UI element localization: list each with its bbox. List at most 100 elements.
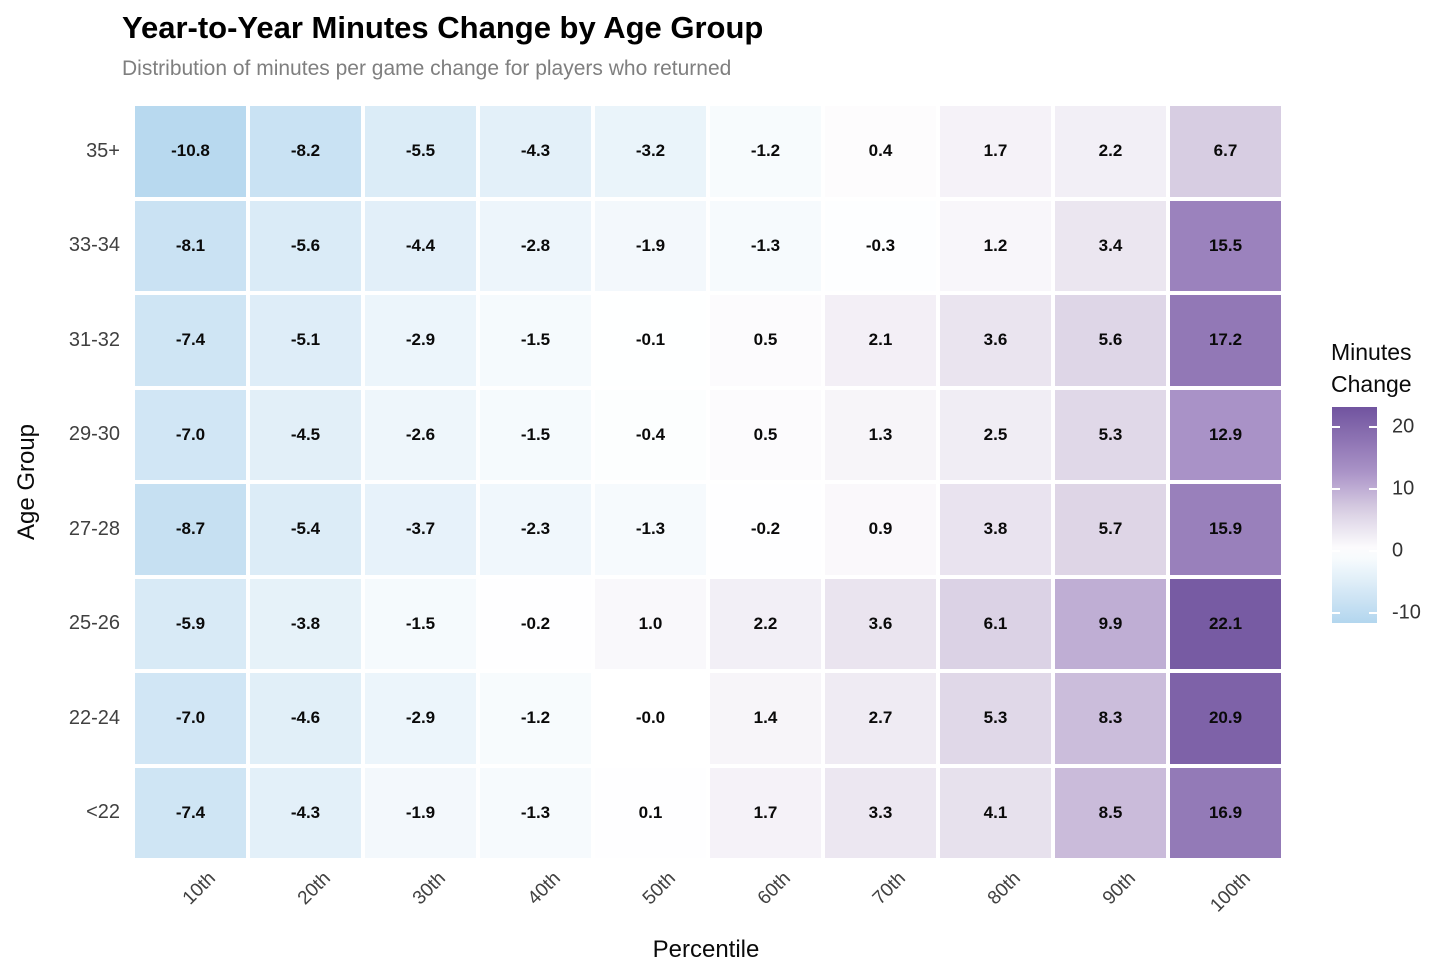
heatmap-cell: -0.1 bbox=[595, 295, 706, 386]
legend-tick-label: 20 bbox=[1392, 415, 1415, 438]
heatmap-cell: -0.3 bbox=[825, 200, 936, 291]
heatmap-cell: -2.9 bbox=[365, 295, 476, 386]
heatmap-cell: 3.3 bbox=[825, 767, 936, 858]
heatmap-cell: 3.4 bbox=[1055, 200, 1166, 291]
heatmap-cell: -4.3 bbox=[250, 767, 361, 858]
heatmap-cell: 2.7 bbox=[825, 673, 936, 764]
legend-tick-mark bbox=[1332, 612, 1340, 615]
heatmap-cell: 17.2 bbox=[1170, 295, 1281, 386]
heatmap-cell: -4.4 bbox=[365, 200, 476, 291]
heatmap-cell: 0.4 bbox=[825, 106, 936, 197]
heatmap-cell: -4.6 bbox=[250, 673, 361, 764]
heatmap-cell: -10.8 bbox=[135, 106, 246, 197]
heatmap-cell: 15.5 bbox=[1170, 200, 1281, 291]
heatmap-cell: -3.8 bbox=[250, 578, 361, 669]
heatmap-cell: -3.7 bbox=[365, 484, 476, 575]
heatmap-cell: 2.5 bbox=[940, 389, 1051, 480]
y-axis-tick-label: <22 bbox=[86, 801, 120, 824]
heatmap-cell: 5.3 bbox=[940, 673, 1051, 764]
y-axis-tick-label: 25-26 bbox=[68, 612, 120, 635]
heatmap-cell: -1.5 bbox=[365, 578, 476, 669]
heatmap-cell: -2.6 bbox=[365, 389, 476, 480]
heatmap-cell: 5.3 bbox=[1055, 389, 1166, 480]
heatmap-cell: -7.0 bbox=[135, 673, 246, 764]
heatmap-grid: -10.8 -8.2 -5.5 -4.3 -3.2 -1.2 0.4 1.7 2.2 6.7 -8.… bbox=[135, 106, 1281, 858]
heatmap-cell: 1.2 bbox=[940, 200, 1051, 291]
heatmap-cell: -1.9 bbox=[365, 767, 476, 858]
x-axis-tick-label: 100th bbox=[1205, 868, 1255, 917]
heatmap-cell: 3.6 bbox=[825, 578, 936, 669]
heatmap-cell: -7.4 bbox=[135, 767, 246, 858]
heatmap-cell: -2.9 bbox=[365, 673, 476, 764]
heatmap-cell: 2.1 bbox=[825, 295, 936, 386]
heatmap-cell: -0.4 bbox=[595, 389, 706, 480]
heatmap-cell: 8.3 bbox=[1055, 673, 1166, 764]
heatmap-cell: -1.5 bbox=[480, 389, 591, 480]
heatmap-cell: 0.5 bbox=[710, 295, 821, 386]
y-axis-tick-label: 27-28 bbox=[68, 517, 120, 540]
heatmap-cell: -3.2 bbox=[595, 106, 706, 197]
heatmap-cell: -8.1 bbox=[135, 200, 246, 291]
heatmap-cell: 16.9 bbox=[1170, 767, 1281, 858]
heatmap-cell: 3.8 bbox=[940, 484, 1051, 575]
heatmap-cell: -1.5 bbox=[480, 295, 591, 386]
heatmap-cell: 0.9 bbox=[825, 484, 936, 575]
heatmap-cell: 2.2 bbox=[710, 578, 821, 669]
legend-tick-mark bbox=[1369, 550, 1377, 552]
heatmap-cell: 15.9 bbox=[1170, 484, 1281, 575]
heatmap-cell: 1.4 bbox=[710, 673, 821, 764]
heatmap-cell: -2.3 bbox=[480, 484, 591, 575]
y-axis-tick-labels: 35+ 33-34 31-32 29-30 27-28 25-26 22-24 <22 bbox=[0, 106, 120, 858]
heatmap-cell: -4.3 bbox=[480, 106, 591, 197]
legend-tick-mark bbox=[1369, 425, 1377, 428]
y-axis-tick-label: 31-32 bbox=[68, 328, 120, 351]
heatmap-cell: 5.6 bbox=[1055, 295, 1166, 386]
heatmap-cell: 20.9 bbox=[1170, 673, 1281, 764]
heatmap-cell: 6.1 bbox=[940, 578, 1051, 669]
x-axis-tick-label: 30th bbox=[408, 868, 450, 910]
heatmap-cell: 1.7 bbox=[710, 767, 821, 858]
heatmap-cell: -4.5 bbox=[250, 389, 361, 480]
legend-tick-label: 0 bbox=[1392, 539, 1404, 562]
x-axis-title: Percentile bbox=[652, 936, 760, 963]
heatmap-cell: 0.1 bbox=[595, 767, 706, 858]
heatmap-cell: 3.6 bbox=[940, 295, 1051, 386]
heatmap-cell: -5.5 bbox=[365, 106, 476, 197]
heatmap-cell: -7.0 bbox=[135, 389, 246, 480]
x-axis-tick-label: 10th bbox=[178, 868, 220, 910]
heatmap-cell: -8.2 bbox=[250, 106, 361, 197]
heatmap-cell: 2.2 bbox=[1055, 106, 1166, 197]
heatmap-cell: -5.9 bbox=[135, 578, 246, 669]
legend-tick-mark bbox=[1332, 550, 1340, 552]
heatmap-cell: 12.9 bbox=[1170, 389, 1281, 480]
heatmap-cell: -1.3 bbox=[595, 484, 706, 575]
heatmap-cell: 5.7 bbox=[1055, 484, 1166, 575]
heatmap-cell: -5.6 bbox=[250, 200, 361, 291]
heatmap-cell: 22.1 bbox=[1170, 578, 1281, 669]
legend-tick-mark bbox=[1369, 612, 1377, 615]
heatmap-cell: 1.7 bbox=[940, 106, 1051, 197]
heatmap-cell: 1.3 bbox=[825, 389, 936, 480]
heatmap-cell: 6.7 bbox=[1170, 106, 1281, 197]
legend-tick-label: -10 bbox=[1392, 601, 1421, 624]
chart-subtitle: Distribution of minutes per game change … bbox=[122, 57, 732, 80]
heatmap-cell: -1.2 bbox=[480, 673, 591, 764]
chart-title: Year-to-Year Minutes Change by Age Group bbox=[122, 10, 764, 45]
heatmap-cell: -2.8 bbox=[480, 200, 591, 291]
heatmap-cell: -0.2 bbox=[710, 484, 821, 575]
heatmap-cell: -5.1 bbox=[250, 295, 361, 386]
heatmap-cell: -1.9 bbox=[595, 200, 706, 291]
legend-tick-mark bbox=[1332, 425, 1340, 428]
heatmap-cell: 1.0 bbox=[595, 578, 706, 669]
x-axis-tick-label: 20th bbox=[293, 868, 335, 910]
heatmap-cell: 8.5 bbox=[1055, 767, 1166, 858]
heatmap-cell: -1.2 bbox=[710, 106, 821, 197]
legend-tick-mark bbox=[1369, 487, 1377, 490]
y-axis-tick-label: 29-30 bbox=[68, 423, 120, 446]
x-axis-tick-label: 80th bbox=[983, 868, 1025, 910]
y-axis-tick-label: 33-34 bbox=[68, 234, 120, 257]
heatmap-cell: 9.9 bbox=[1055, 578, 1166, 669]
y-axis-tick-label: 22-24 bbox=[68, 706, 120, 729]
heatmap-cell: -1.3 bbox=[710, 200, 821, 291]
